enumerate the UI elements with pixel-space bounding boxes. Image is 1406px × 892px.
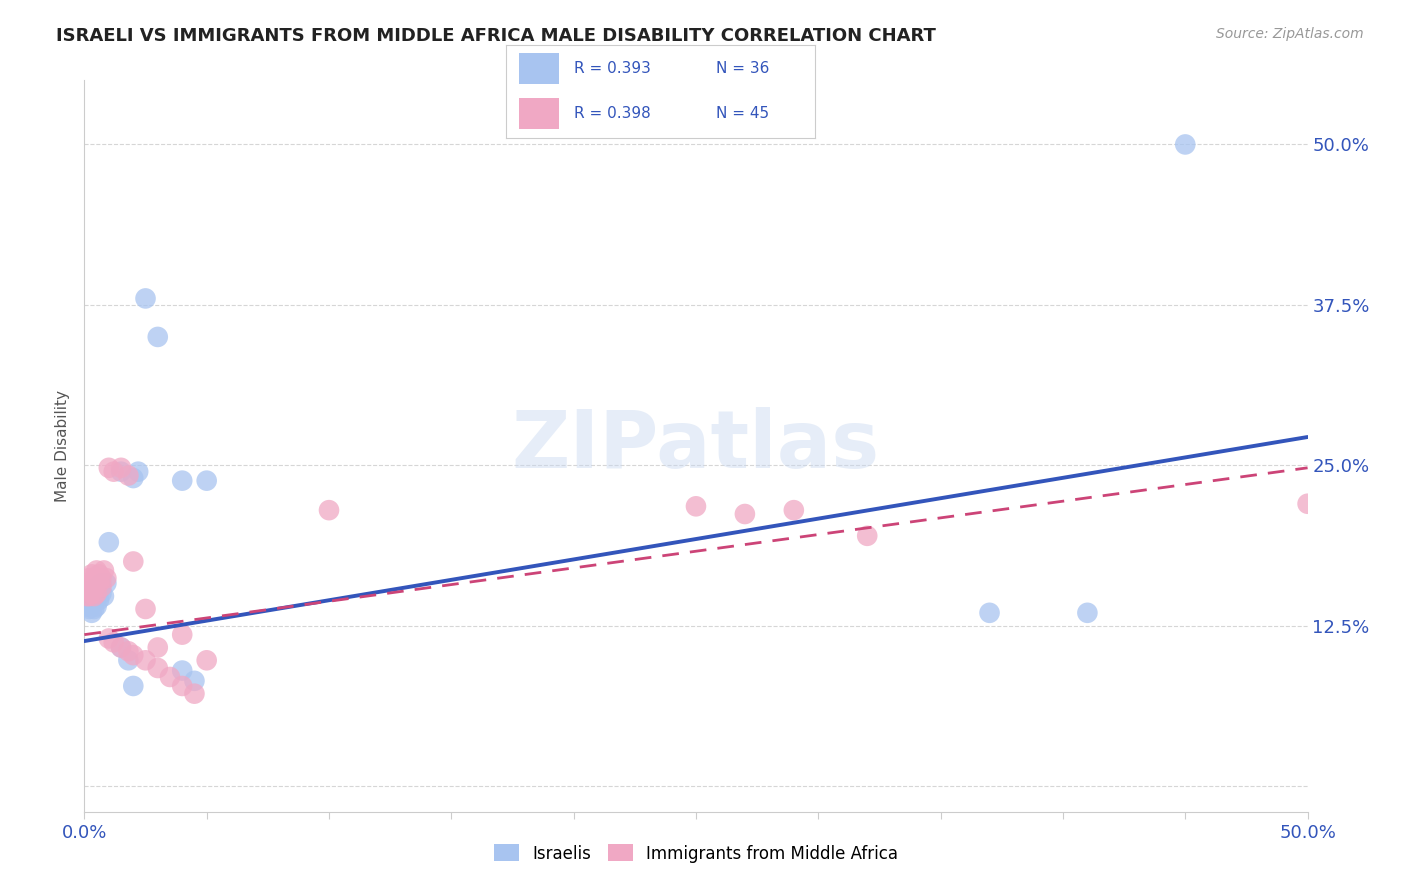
Point: [86, 586, 108, 600]
Point: [86, 564, 108, 578]
Point: [183, 687, 205, 701]
Point: [80, 567, 103, 582]
Point: [77, 571, 100, 585]
Point: [117, 644, 139, 658]
Point: [90, 586, 112, 600]
Point: [80, 576, 103, 591]
Point: [86, 580, 108, 594]
Point: [117, 653, 139, 667]
Point: [146, 640, 169, 655]
Point: [83, 571, 105, 585]
Point: [122, 679, 145, 693]
Point: [86, 599, 108, 614]
Point: [90, 576, 112, 591]
Point: [172, 627, 194, 641]
Point: [93, 589, 115, 603]
Point: [172, 664, 194, 678]
Point: [87, 567, 110, 582]
Point: [77, 593, 100, 607]
Point: [86, 576, 108, 591]
Point: [77, 580, 100, 594]
Point: [76, 589, 98, 603]
Point: [1076, 606, 1098, 620]
Point: [135, 292, 157, 306]
Point: [122, 648, 145, 662]
Point: [83, 589, 105, 603]
Point: [76, 599, 98, 614]
Text: Source: ZipAtlas.com: Source: ZipAtlas.com: [1216, 27, 1364, 41]
Point: [783, 503, 806, 517]
Point: [110, 640, 132, 655]
Point: [110, 460, 132, 475]
Point: [77, 589, 100, 603]
Point: [77, 584, 100, 599]
Point: [87, 584, 110, 599]
Point: [734, 507, 756, 521]
Point: [856, 529, 879, 543]
Text: N = 36: N = 36: [717, 61, 770, 76]
Point: [77, 602, 100, 616]
Point: [97, 460, 120, 475]
Point: [80, 586, 103, 600]
Y-axis label: Male Disability: Male Disability: [55, 390, 70, 502]
Point: [183, 673, 205, 688]
Point: [979, 606, 1001, 620]
Point: [87, 593, 110, 607]
Point: [146, 330, 169, 344]
Text: R = 0.393: R = 0.393: [574, 61, 651, 76]
Point: [195, 653, 218, 667]
Point: [80, 589, 103, 603]
Point: [96, 571, 118, 585]
Legend: Israelis, Immigrants from Middle Africa: Israelis, Immigrants from Middle Africa: [488, 838, 904, 869]
Point: [83, 584, 105, 599]
Point: [122, 554, 145, 568]
Point: [86, 589, 108, 603]
Point: [83, 593, 105, 607]
Point: [1296, 497, 1319, 511]
Point: [318, 503, 340, 517]
Point: [135, 653, 157, 667]
Text: ISRAELI VS IMMIGRANTS FROM MIDDLE AFRICA MALE DISABILITY CORRELATION CHART: ISRAELI VS IMMIGRANTS FROM MIDDLE AFRICA…: [56, 27, 936, 45]
Text: N = 45: N = 45: [717, 106, 769, 121]
Point: [685, 500, 707, 514]
Point: [127, 465, 149, 479]
Point: [146, 661, 169, 675]
Point: [159, 670, 181, 684]
Text: R = 0.398: R = 0.398: [574, 106, 651, 121]
Point: [122, 471, 145, 485]
Point: [110, 465, 132, 479]
Point: [93, 564, 115, 578]
Point: [90, 571, 112, 585]
Point: [83, 580, 105, 594]
Point: [1174, 137, 1197, 152]
Point: [172, 474, 194, 488]
Point: [76, 580, 98, 594]
Point: [80, 606, 103, 620]
Point: [83, 602, 105, 616]
Point: [117, 468, 139, 483]
Point: [195, 474, 218, 488]
Point: [103, 465, 125, 479]
Point: [135, 602, 157, 616]
Text: ZIPatlas: ZIPatlas: [512, 407, 880, 485]
Point: [80, 597, 103, 611]
FancyBboxPatch shape: [519, 98, 558, 129]
Point: [110, 640, 132, 655]
Point: [172, 679, 194, 693]
FancyBboxPatch shape: [519, 53, 558, 84]
Point: [97, 535, 120, 549]
Point: [76, 589, 98, 603]
Point: [87, 576, 110, 591]
Point: [96, 576, 118, 591]
Point: [97, 632, 120, 646]
Point: [103, 635, 125, 649]
Point: [90, 580, 112, 594]
